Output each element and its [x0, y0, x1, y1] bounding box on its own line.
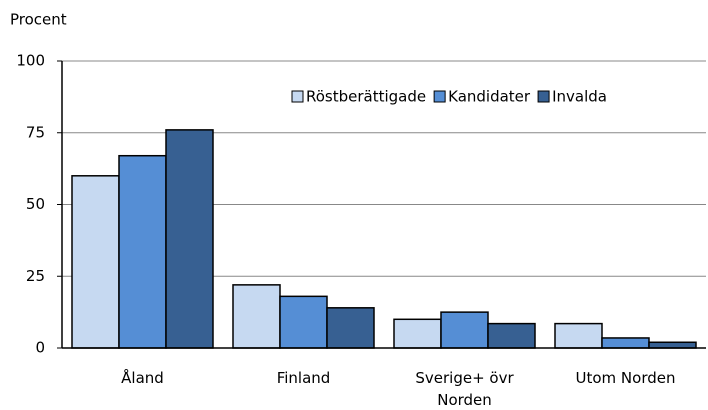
legend-label: Invalda	[552, 88, 607, 106]
legend-swatch	[537, 90, 550, 103]
x-tick-label: Finland	[276, 369, 331, 387]
bar	[440, 311, 489, 349]
bar	[393, 318, 442, 349]
legend-label: Röstberättigade	[306, 88, 426, 106]
bar	[165, 129, 214, 349]
x-tick-label: Åland	[121, 369, 164, 387]
bar	[118, 154, 167, 349]
y-tick-label: 100	[16, 52, 45, 70]
y-tick-label: 50	[26, 195, 45, 213]
bar	[326, 307, 375, 349]
x-tick-label: Sverige+ övr Norden	[415, 369, 514, 409]
y-tick-label: 0	[35, 339, 45, 357]
bar	[279, 295, 328, 349]
bar	[648, 341, 697, 349]
y-axis-label: Procent	[10, 11, 67, 29]
legend-label: Kandidater	[448, 88, 531, 106]
y-tick-label: 25	[26, 267, 45, 285]
bar	[487, 322, 536, 349]
y-tick-label: 75	[26, 123, 45, 141]
x-tick-label: Utom Norden	[575, 369, 676, 387]
bar	[601, 337, 650, 349]
bar	[71, 175, 120, 349]
legend-swatch	[291, 90, 304, 103]
bar	[554, 322, 603, 349]
bar	[232, 284, 281, 349]
legend-swatch	[433, 90, 446, 103]
